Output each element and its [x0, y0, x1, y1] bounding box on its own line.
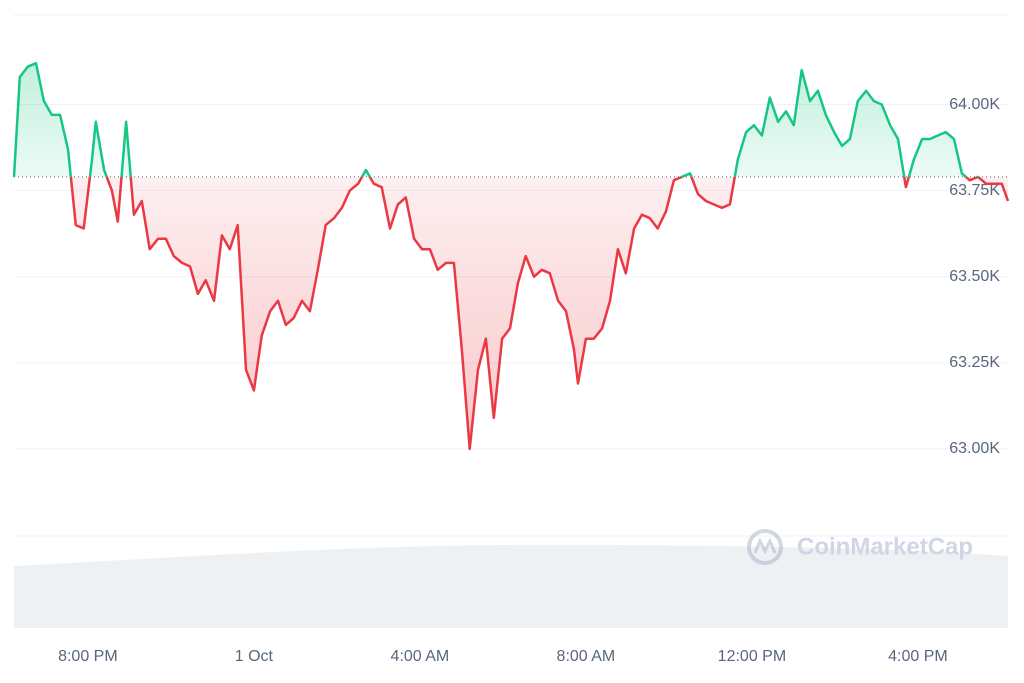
y-tick-label: 64.00K — [949, 96, 1000, 113]
x-tick-label: 8:00 AM — [557, 648, 616, 665]
y-tick-label: 63.75K — [949, 182, 1000, 199]
watermark-logo — [747, 529, 783, 565]
x-tick-label: 1 Oct — [235, 648, 274, 665]
price-line — [12, 61, 1010, 451]
y-tick-label: 63.50K — [949, 268, 1000, 285]
x-tick-label: 4:00 PM — [888, 648, 948, 665]
volume-area — [14, 544, 1008, 628]
watermark: CoinMarketCap — [797, 533, 973, 560]
y-tick-label: 63.00K — [949, 440, 1000, 457]
x-tick-label: 4:00 AM — [391, 648, 450, 665]
y-tick-label: 63.25K — [949, 354, 1000, 371]
x-tick-label: 8:00 PM — [58, 648, 118, 665]
area-fill — [14, 63, 1008, 449]
x-tick-label: 12:00 PM — [718, 648, 786, 665]
